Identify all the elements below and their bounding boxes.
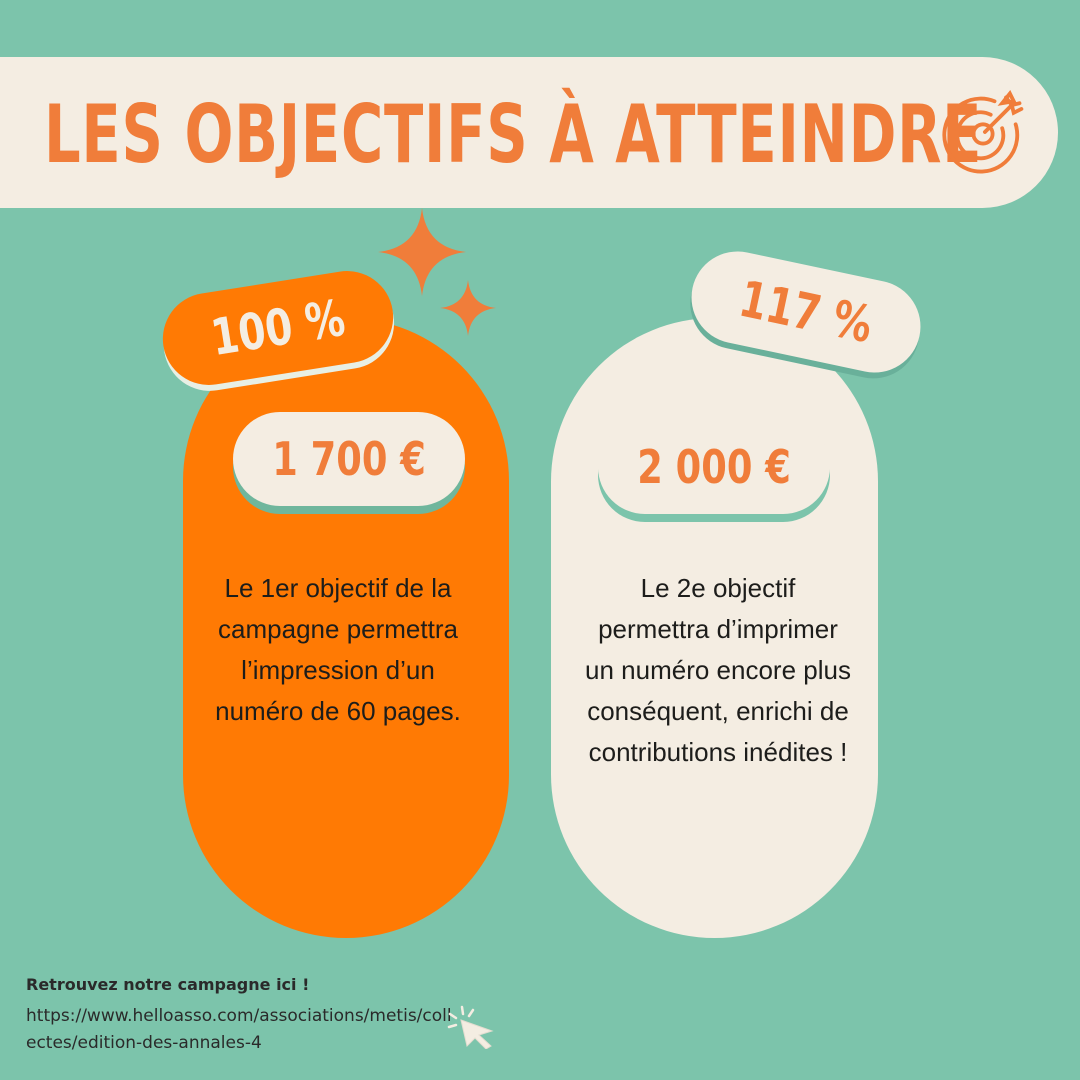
campaign-link[interactable]: https://www.helloasso.com/associations/m… [26,1006,452,1053]
sparkle-small-icon [440,280,496,336]
goal-1-amount-pill: 1 700 € [233,412,465,506]
click-cursor-icon [447,1005,494,1049]
campaign-cta: Retrouvez notre campagne ici ! [26,975,310,994]
title-banner [0,57,1058,208]
goal-2-description: Le 2e objectif permettra d’imprimer un n… [585,573,851,767]
goal-1-amount: 1 700 € [272,432,426,486]
goal-2-amount-pill: 2 000 € [598,420,830,514]
sparkle-large-icon [378,208,466,296]
goal-2-percent: 117 % [734,269,878,355]
goal-2-amount: 2 000 € [637,440,791,494]
goal-1-percent: 100 % [207,288,349,368]
target-icon [942,90,1024,174]
goal-1-description: Le 1er objectif de la campagne permettra… [215,573,461,726]
page-title: LES OBJECTIFS À ATTEINDRE [44,88,983,181]
